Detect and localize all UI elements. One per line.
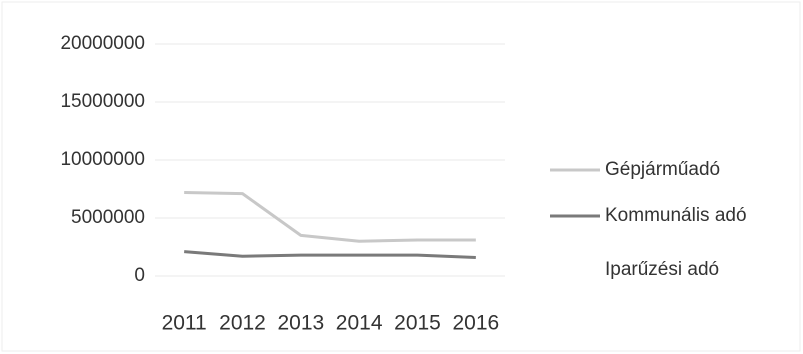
y-tick-label: 10000000 [60, 149, 145, 170]
y-tick-label: 5000000 [71, 207, 145, 228]
series-line [184, 250, 476, 259]
x-tick-label: 2016 [452, 312, 499, 335]
x-tick-label: 2014 [336, 312, 383, 335]
x-tick-label: 2015 [394, 312, 441, 335]
y-tick-label: 15000000 [60, 91, 145, 112]
series-line [184, 190, 476, 243]
legend-label: Kommunális adó [605, 205, 747, 226]
x-tick-label: 2011 [162, 312, 207, 335]
legend-label: Gépjárműadó [605, 159, 720, 180]
x-tick-label: 2012 [219, 312, 266, 335]
y-tick-label: 20000000 [60, 33, 145, 54]
legend-label: Iparűzési adó [605, 259, 719, 280]
x-tick-label: 2013 [277, 312, 324, 335]
y-tick-label: 0 [134, 265, 145, 286]
